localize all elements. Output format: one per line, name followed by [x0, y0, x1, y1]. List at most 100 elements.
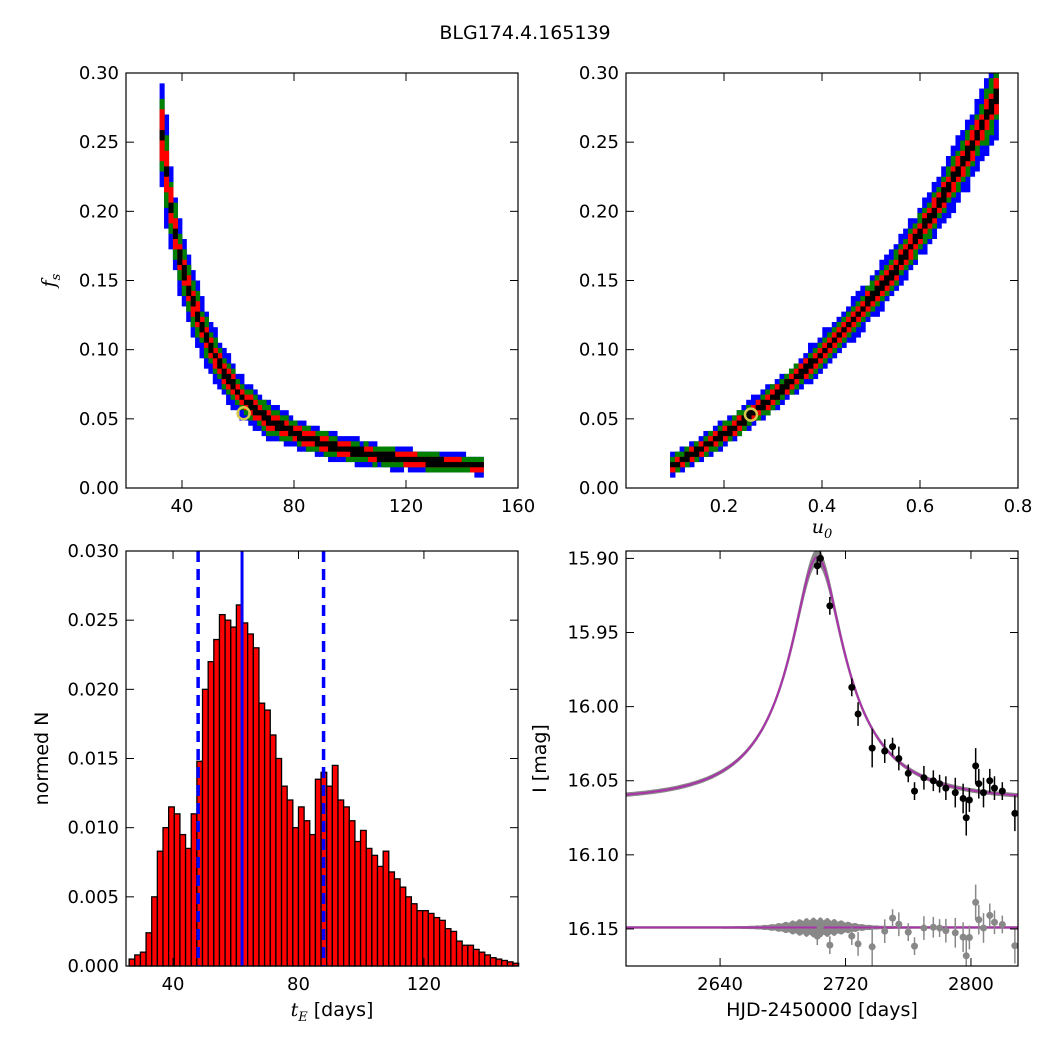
cell-core	[888, 270, 895, 281]
y-tick-label: 0.05	[79, 409, 119, 430]
cell-core	[979, 119, 985, 131]
histogram-bar	[292, 827, 300, 967]
y-tick-label: 0.010	[67, 818, 119, 839]
cell-core	[168, 202, 174, 214]
cell-core	[717, 430, 724, 442]
cell-core	[456, 462, 462, 468]
residual-point	[965, 933, 973, 941]
cell-core	[779, 384, 785, 395]
plot-frame	[125, 72, 519, 489]
cell-core	[722, 430, 728, 437]
residual-point	[881, 927, 889, 935]
cell-core	[679, 456, 685, 463]
cell-core	[319, 441, 325, 447]
x-tick-label: 80	[283, 496, 306, 517]
cell-core	[727, 425, 733, 437]
model-curve	[626, 556, 1018, 797]
best-fit-marker	[743, 407, 759, 422]
cell-core	[836, 332, 842, 338]
y-tick-label: 0.30	[79, 63, 119, 84]
data-point	[986, 777, 994, 785]
y-tick-label: 0.10	[579, 340, 619, 361]
cell-core	[964, 145, 971, 162]
model-uncertainty-band	[626, 551, 1018, 798]
axes-tE_histogram: 0.000 0.005 0.010 0.015 0.020 0.025 0.030 40 80 1…	[31, 541, 519, 1025]
cell-core	[181, 264, 187, 281]
histogram-bar	[269, 734, 277, 967]
histogram-bar	[388, 871, 396, 967]
cell-core	[803, 363, 809, 374]
residual-point	[854, 940, 862, 948]
cell-core	[447, 462, 453, 468]
cell-core	[221, 368, 227, 380]
y-tick-label: 0.000	[67, 956, 119, 977]
histogram-bar	[422, 910, 429, 967]
x-tick-label: 80	[287, 974, 310, 995]
cell-core	[394, 456, 400, 463]
y-tick-label: 0.10	[79, 340, 119, 361]
histogram-bar	[433, 916, 441, 967]
histogram-bar	[382, 850, 390, 967]
residual-point	[962, 952, 970, 960]
histogram-bar	[337, 799, 345, 967]
cell-core	[784, 379, 790, 390]
residual-point	[998, 920, 1006, 928]
cell-core	[354, 446, 360, 457]
data-point	[998, 787, 1006, 795]
histogram-bar	[365, 847, 373, 967]
cell-core	[341, 446, 347, 452]
cell-core	[217, 358, 223, 369]
cell-core	[879, 280, 885, 291]
residual-point	[895, 920, 903, 928]
y-tick-label: 0.30	[579, 63, 619, 84]
cell-core	[869, 290, 876, 302]
residual-point	[972, 898, 980, 906]
cell-core	[390, 451, 396, 463]
histogram-bar	[484, 954, 492, 967]
cell-core	[345, 446, 351, 452]
cell-core	[310, 436, 316, 442]
cell-core	[831, 337, 838, 343]
cell-core	[469, 462, 475, 468]
y-tick-label: 0.15	[579, 271, 619, 292]
y-tick-label: 16.00	[567, 697, 619, 718]
histogram-bar	[145, 932, 153, 967]
residual-point	[1011, 942, 1018, 950]
cell-core	[950, 171, 957, 182]
residual-point	[959, 933, 967, 941]
cell-core	[208, 342, 214, 354]
x-tick-label: 0.4	[808, 496, 837, 517]
histogram-bar	[230, 626, 238, 967]
histogram-bar	[297, 806, 305, 967]
cell-core	[798, 368, 804, 380]
histogram-bar	[326, 785, 333, 967]
cell-core	[969, 140, 976, 151]
histogram-bar	[280, 785, 288, 967]
histogram-bar	[495, 958, 503, 967]
residual-point	[816, 922, 824, 930]
residual-point	[889, 914, 897, 922]
histogram-bar	[478, 951, 486, 967]
x-axis-label: tE [days]	[291, 999, 374, 1025]
cell-core	[261, 410, 267, 421]
cell-core	[203, 332, 209, 343]
cell-core	[936, 197, 942, 208]
cell-core	[945, 181, 952, 193]
cell-core	[199, 322, 205, 333]
x-tick-label: 2640	[697, 974, 743, 995]
cell-core	[421, 456, 427, 463]
cell-core	[434, 456, 440, 468]
cell-core	[323, 441, 329, 447]
axes-lightcurve: 15.90 15.95 16.00 16.05 16.10 16.15 2640 2720 28…	[529, 548, 1019, 1021]
data-point	[889, 743, 897, 751]
cell-core	[960, 156, 966, 167]
y-tick-label: 0.00	[579, 478, 619, 499]
histogram-bar	[393, 878, 401, 967]
y-axis-label: I [mag]	[529, 724, 551, 793]
cell-core	[252, 405, 258, 416]
cell-core	[172, 228, 178, 239]
histogram-bar	[371, 854, 379, 967]
data-point	[975, 780, 983, 788]
y-tick-label: 0.25	[579, 132, 619, 153]
histogram-bar	[399, 886, 407, 967]
